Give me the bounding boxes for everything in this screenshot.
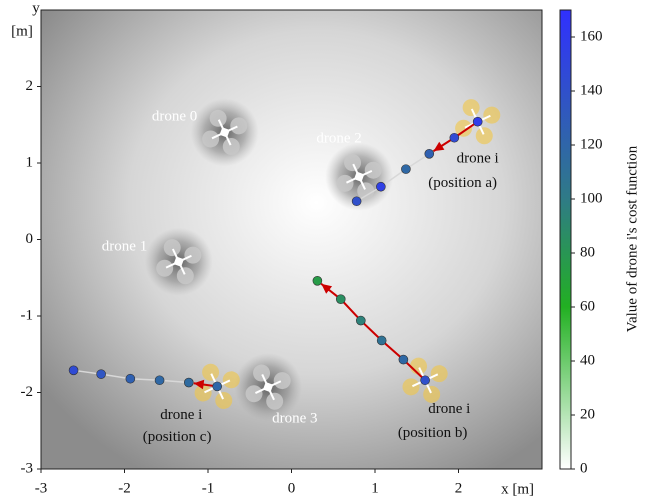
- trajectory-point: [450, 133, 459, 142]
- trajectory-point: [377, 336, 386, 345]
- annotation: drone 0: [152, 109, 197, 125]
- annotation: drone 2: [316, 131, 361, 147]
- trajectory-point: [399, 355, 408, 364]
- trajectory-point: [336, 295, 345, 304]
- annotation: drone i: [160, 407, 202, 423]
- trajectory-point: [421, 376, 430, 385]
- colorbar-tick-label: 100: [580, 190, 603, 206]
- annotation: drone i: [428, 401, 470, 417]
- x-tick-label: -1: [202, 480, 215, 496]
- chart: x [m] y [m] Value of drone i's cost func…: [0, 0, 652, 500]
- trajectory-point: [155, 376, 164, 385]
- trajectory-point: [425, 149, 434, 158]
- x-tick-label: -3: [35, 480, 48, 496]
- colorbar-label: Value of drone i's cost function: [624, 145, 640, 332]
- annotation: (position c): [143, 429, 212, 445]
- x-tick-label: 2: [455, 480, 463, 496]
- x-tick-label: 0: [288, 480, 296, 496]
- annotation: (position a): [428, 175, 497, 191]
- y-tick-label: 0: [26, 231, 34, 247]
- annotation: drone i: [457, 151, 499, 167]
- x-tick-label: -2: [118, 480, 131, 496]
- colorbar-tick-label: 160: [580, 28, 603, 44]
- trajectory-point: [401, 165, 410, 174]
- trajectory-point: [376, 182, 385, 191]
- colorbar: [560, 10, 571, 469]
- colorbar-tick-label: 0: [580, 460, 588, 476]
- annotation: (position b): [398, 425, 468, 441]
- y-tick-label: 2: [26, 78, 34, 94]
- colorbar-tick-label: 80: [580, 244, 595, 260]
- trajectory-point: [184, 378, 193, 387]
- trajectory-point: [352, 197, 361, 206]
- trajectory-point: [213, 382, 222, 391]
- y-axis-unit: [m]: [11, 23, 33, 39]
- annotation: drone 1: [102, 239, 147, 255]
- colorbar-tick-label: 40: [580, 352, 595, 368]
- x-tick-label: 1: [371, 480, 379, 496]
- y-axis-label: y: [32, 0, 40, 16]
- y-tick-label: -1: [21, 307, 34, 323]
- x-axis-label: x [m]: [501, 481, 534, 497]
- colorbar-tick-label: 60: [580, 298, 595, 314]
- y-tick-label: 1: [26, 154, 34, 170]
- colorbar-tick-label: 120: [580, 136, 603, 152]
- trajectory-point: [97, 370, 106, 379]
- y-tick-label: -3: [21, 460, 34, 476]
- colorbar-tick-label: 20: [580, 406, 595, 422]
- y-tick-label: -2: [21, 384, 34, 400]
- colorbar-tick-label: 140: [580, 82, 603, 98]
- trajectory-point: [313, 276, 322, 285]
- trajectory-point: [126, 374, 135, 383]
- annotation: drone 3: [272, 411, 317, 427]
- trajectory-point: [473, 117, 482, 126]
- trajectory-point: [69, 366, 78, 375]
- trajectory-point: [356, 316, 365, 325]
